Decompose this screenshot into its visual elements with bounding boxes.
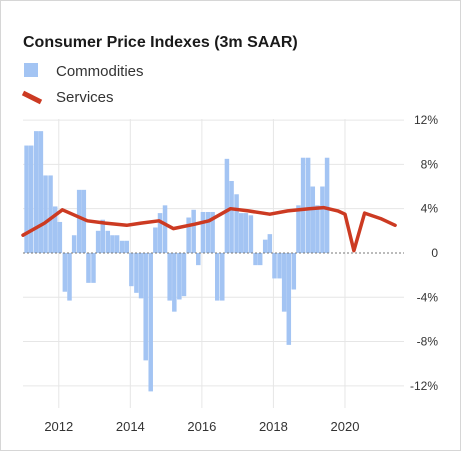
commodities-bar <box>105 230 111 253</box>
commodities-bar <box>277 252 282 279</box>
commodities-bar <box>186 217 191 253</box>
commodities-bar <box>91 252 96 283</box>
y-tick-label: 0 <box>431 246 438 260</box>
commodities-bar <box>57 221 63 253</box>
x-axis-ticks: 2012 2014 2016 2018 2020 <box>44 419 359 434</box>
x-tick-label: 2012 <box>44 419 73 434</box>
commodities-bar <box>48 175 53 253</box>
y-tick-label: 4% <box>421 202 439 216</box>
commodities-bar <box>324 157 330 253</box>
commodities-bar <box>76 189 82 253</box>
commodities-bar <box>191 209 196 253</box>
commodities-bar <box>100 219 106 253</box>
commodities-bar <box>143 252 148 361</box>
commodities-bar <box>67 252 72 301</box>
commodities-bar <box>224 158 230 253</box>
commodities-bar <box>300 157 306 253</box>
commodities-bar <box>200 211 206 253</box>
legend-swatch-commodities <box>24 63 38 77</box>
y-axis-ticks: 12% 8% 4% 0 -4% -8% -12% <box>410 113 438 393</box>
commodities-bar <box>220 252 225 301</box>
commodities-bar <box>320 186 325 253</box>
commodities-bar <box>167 252 172 301</box>
commodities-bar <box>286 252 292 345</box>
commodities-bar <box>210 211 215 253</box>
commodities-bar <box>138 252 144 299</box>
commodities-bar <box>196 252 201 266</box>
y-tick-label: 8% <box>421 157 439 171</box>
commodities-bar <box>129 252 134 287</box>
commodities-bar <box>153 227 158 253</box>
commodities-bar <box>71 235 77 253</box>
commodities-bar <box>33 131 39 253</box>
commodities-bar <box>257 252 263 266</box>
commodities-bar <box>248 215 254 253</box>
commodities-bar <box>229 180 234 253</box>
commodities-bar <box>177 252 182 300</box>
y-tick-label: -12% <box>410 379 438 393</box>
commodities-bar <box>24 145 29 253</box>
legend-label-commodities: Commodities <box>56 63 144 80</box>
commodities-bar <box>181 252 187 297</box>
commodities-bar <box>234 194 239 253</box>
commodities-bar <box>162 205 168 253</box>
commodities-bar <box>281 252 287 312</box>
commodities-bar <box>95 230 101 253</box>
commodities-bar <box>238 213 244 253</box>
commodities-bar <box>291 252 297 290</box>
commodities-bar <box>148 252 153 392</box>
x-tick-label: 2016 <box>187 419 216 434</box>
commodities-bar <box>110 235 115 253</box>
commodities-bar <box>81 189 87 253</box>
x-tick-label: 2018 <box>259 419 288 434</box>
commodities-bar <box>172 252 177 312</box>
y-tick-label: 12% <box>414 113 438 127</box>
services-line <box>21 205 397 253</box>
commodities-bar <box>124 240 129 253</box>
commodities-bar <box>310 186 316 253</box>
gridlines <box>23 119 404 408</box>
commodities-bar <box>296 205 301 253</box>
services-line-group <box>21 205 397 253</box>
commodities-bar <box>272 252 277 279</box>
commodities-bar <box>267 234 273 253</box>
commodities-bar <box>28 145 34 253</box>
commodities-bar <box>86 252 91 283</box>
legend: Commodities Services <box>21 63 144 106</box>
legend-swatch-services <box>21 90 43 105</box>
commodities-bar <box>205 211 211 253</box>
commodities-bar <box>114 235 120 253</box>
commodities-bars <box>24 131 330 392</box>
legend-label-services: Services <box>56 89 114 106</box>
y-tick-label: -8% <box>417 335 439 349</box>
commodities-bar <box>262 239 268 253</box>
commodities-bar <box>134 252 139 293</box>
chart-title: Consumer Price Indexes (3m SAAR) <box>23 34 298 51</box>
commodities-bar <box>157 213 163 253</box>
commodities-bar <box>315 205 320 253</box>
y-tick-label: -4% <box>417 290 439 304</box>
commodities-bar <box>62 252 68 292</box>
commodities-bar <box>253 252 258 266</box>
commodities-bar <box>305 157 311 253</box>
commodities-bar <box>243 213 249 253</box>
commodities-bar <box>119 240 125 253</box>
commodities-bar <box>38 131 44 253</box>
x-tick-label: 2020 <box>331 419 360 434</box>
commodities-bar <box>52 206 58 253</box>
commodities-bar <box>43 175 48 253</box>
commodities-bar <box>215 252 220 301</box>
x-tick-label: 2014 <box>116 419 145 434</box>
